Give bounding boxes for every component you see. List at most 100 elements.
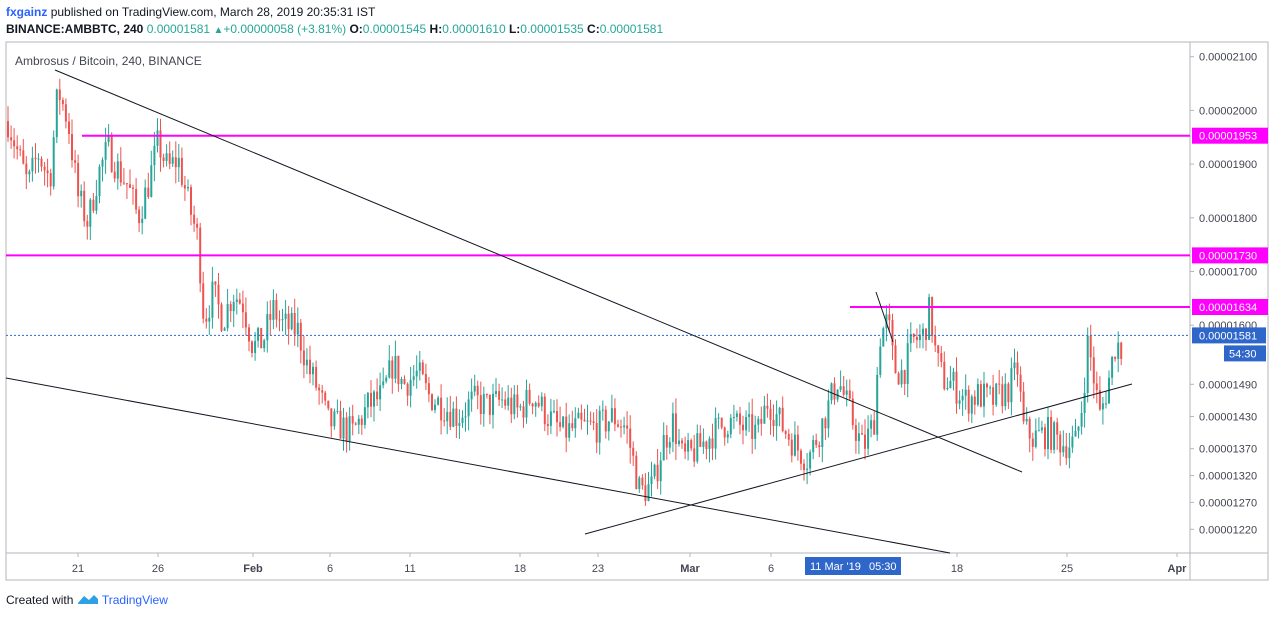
candle-body xyxy=(34,157,37,160)
price-tick-label: 0.00001490 xyxy=(1199,379,1257,391)
candle-body xyxy=(440,397,443,421)
candle-body xyxy=(77,162,80,197)
price-axis[interactable]: 0.00002100 0.00002000 0.00001900 0.00001800… xyxy=(1190,52,1266,537)
author-name[interactable]: fxgainz xyxy=(6,5,48,19)
candle-body xyxy=(519,406,522,408)
candle-body xyxy=(1080,413,1083,427)
candle-body xyxy=(299,322,302,351)
candle-body xyxy=(983,383,985,407)
candle-body xyxy=(309,359,311,375)
candle-body xyxy=(260,328,263,349)
candle-body xyxy=(598,410,601,443)
candle-body xyxy=(967,389,970,414)
candle-body xyxy=(729,417,732,435)
tradingview-brand[interactable]: TradingView xyxy=(101,593,168,607)
candle-body xyxy=(125,183,128,185)
candle-body xyxy=(83,190,86,222)
candle-body xyxy=(949,380,952,388)
candle-body xyxy=(586,420,589,422)
candle-body xyxy=(873,420,876,435)
candle-body xyxy=(92,199,95,211)
candle-body xyxy=(571,423,574,429)
candle-body xyxy=(159,130,162,158)
candle-body xyxy=(839,386,842,390)
candle-body xyxy=(58,89,61,100)
candle-body xyxy=(379,385,382,400)
candle-body xyxy=(1083,393,1086,413)
candle-body xyxy=(162,157,165,161)
candle-body xyxy=(650,476,653,485)
candle-body xyxy=(793,434,796,456)
candle-body xyxy=(714,418,717,449)
candle-body xyxy=(992,387,995,405)
candle-body xyxy=(1044,427,1046,450)
candle-body xyxy=(610,408,613,422)
candle-body xyxy=(1114,357,1117,359)
candle-body xyxy=(1089,335,1092,358)
candle-body xyxy=(964,389,967,396)
candle-body xyxy=(986,383,988,388)
candle-body xyxy=(815,440,818,445)
candle-body xyxy=(467,399,470,417)
candle-body xyxy=(275,300,278,320)
price-tick-label: 0.00002100 xyxy=(1199,52,1257,64)
level-label-bg xyxy=(1192,299,1268,315)
candle-body xyxy=(562,416,565,427)
time-axis[interactable]: 21 26 Feb 6 11 18 23 Mar 6 11 Mar '19 05:30 18 25 Apr xyxy=(72,553,1187,575)
candle-body xyxy=(809,452,812,469)
candle-body xyxy=(13,140,16,147)
candle-body xyxy=(1031,438,1034,447)
candle-body xyxy=(1117,342,1120,359)
candle-body xyxy=(684,443,687,452)
candle-body xyxy=(16,146,19,150)
candle-body xyxy=(476,385,479,396)
candle-body xyxy=(397,355,400,385)
candle-body xyxy=(37,158,40,160)
candle-body xyxy=(1111,357,1114,378)
candle-body xyxy=(970,396,973,414)
candle-body xyxy=(394,355,397,379)
tradingview-logo-icon xyxy=(77,593,99,609)
candle-body xyxy=(1013,362,1016,369)
candle-body xyxy=(525,389,528,418)
candle-body xyxy=(1040,427,1043,431)
candle-body xyxy=(830,383,833,401)
candle-body xyxy=(504,399,507,406)
candle-body xyxy=(623,425,626,428)
candle-body xyxy=(702,441,705,447)
candle-body xyxy=(80,190,83,197)
candle-body xyxy=(7,121,9,138)
candle-body xyxy=(766,405,769,409)
candle-body xyxy=(537,402,540,407)
candle-body xyxy=(1053,422,1056,450)
candle-body xyxy=(894,345,897,374)
candle-body xyxy=(568,423,571,438)
candle-body xyxy=(1092,357,1095,384)
candle-body xyxy=(726,434,729,438)
price-tick-label: 0.00001270 xyxy=(1199,497,1257,509)
candle-body xyxy=(943,361,946,390)
candle-body xyxy=(305,359,308,366)
candle-body xyxy=(1059,434,1062,453)
candle-body xyxy=(574,418,577,429)
price-tick-label: 0.00001700 xyxy=(1199,267,1257,279)
candle-body xyxy=(641,477,644,486)
candle-body xyxy=(760,418,763,424)
time-tick-label: Mar xyxy=(680,563,700,575)
level-label-bg xyxy=(1192,247,1268,264)
candle-body xyxy=(912,334,915,337)
candle-body xyxy=(501,399,504,401)
candle-body xyxy=(903,370,906,384)
candle-body xyxy=(452,408,455,427)
time-tick-label: 25 xyxy=(1061,563,1073,575)
candle-body xyxy=(617,424,619,427)
candle-body xyxy=(446,411,449,422)
candle-body xyxy=(824,418,827,429)
candle-body xyxy=(391,360,394,379)
candle-body xyxy=(235,299,238,302)
candle-body xyxy=(742,424,744,431)
price-change: +0.00000058 (+3.81%) xyxy=(223,22,347,36)
candle-body xyxy=(196,223,199,228)
candle-body xyxy=(287,313,290,330)
